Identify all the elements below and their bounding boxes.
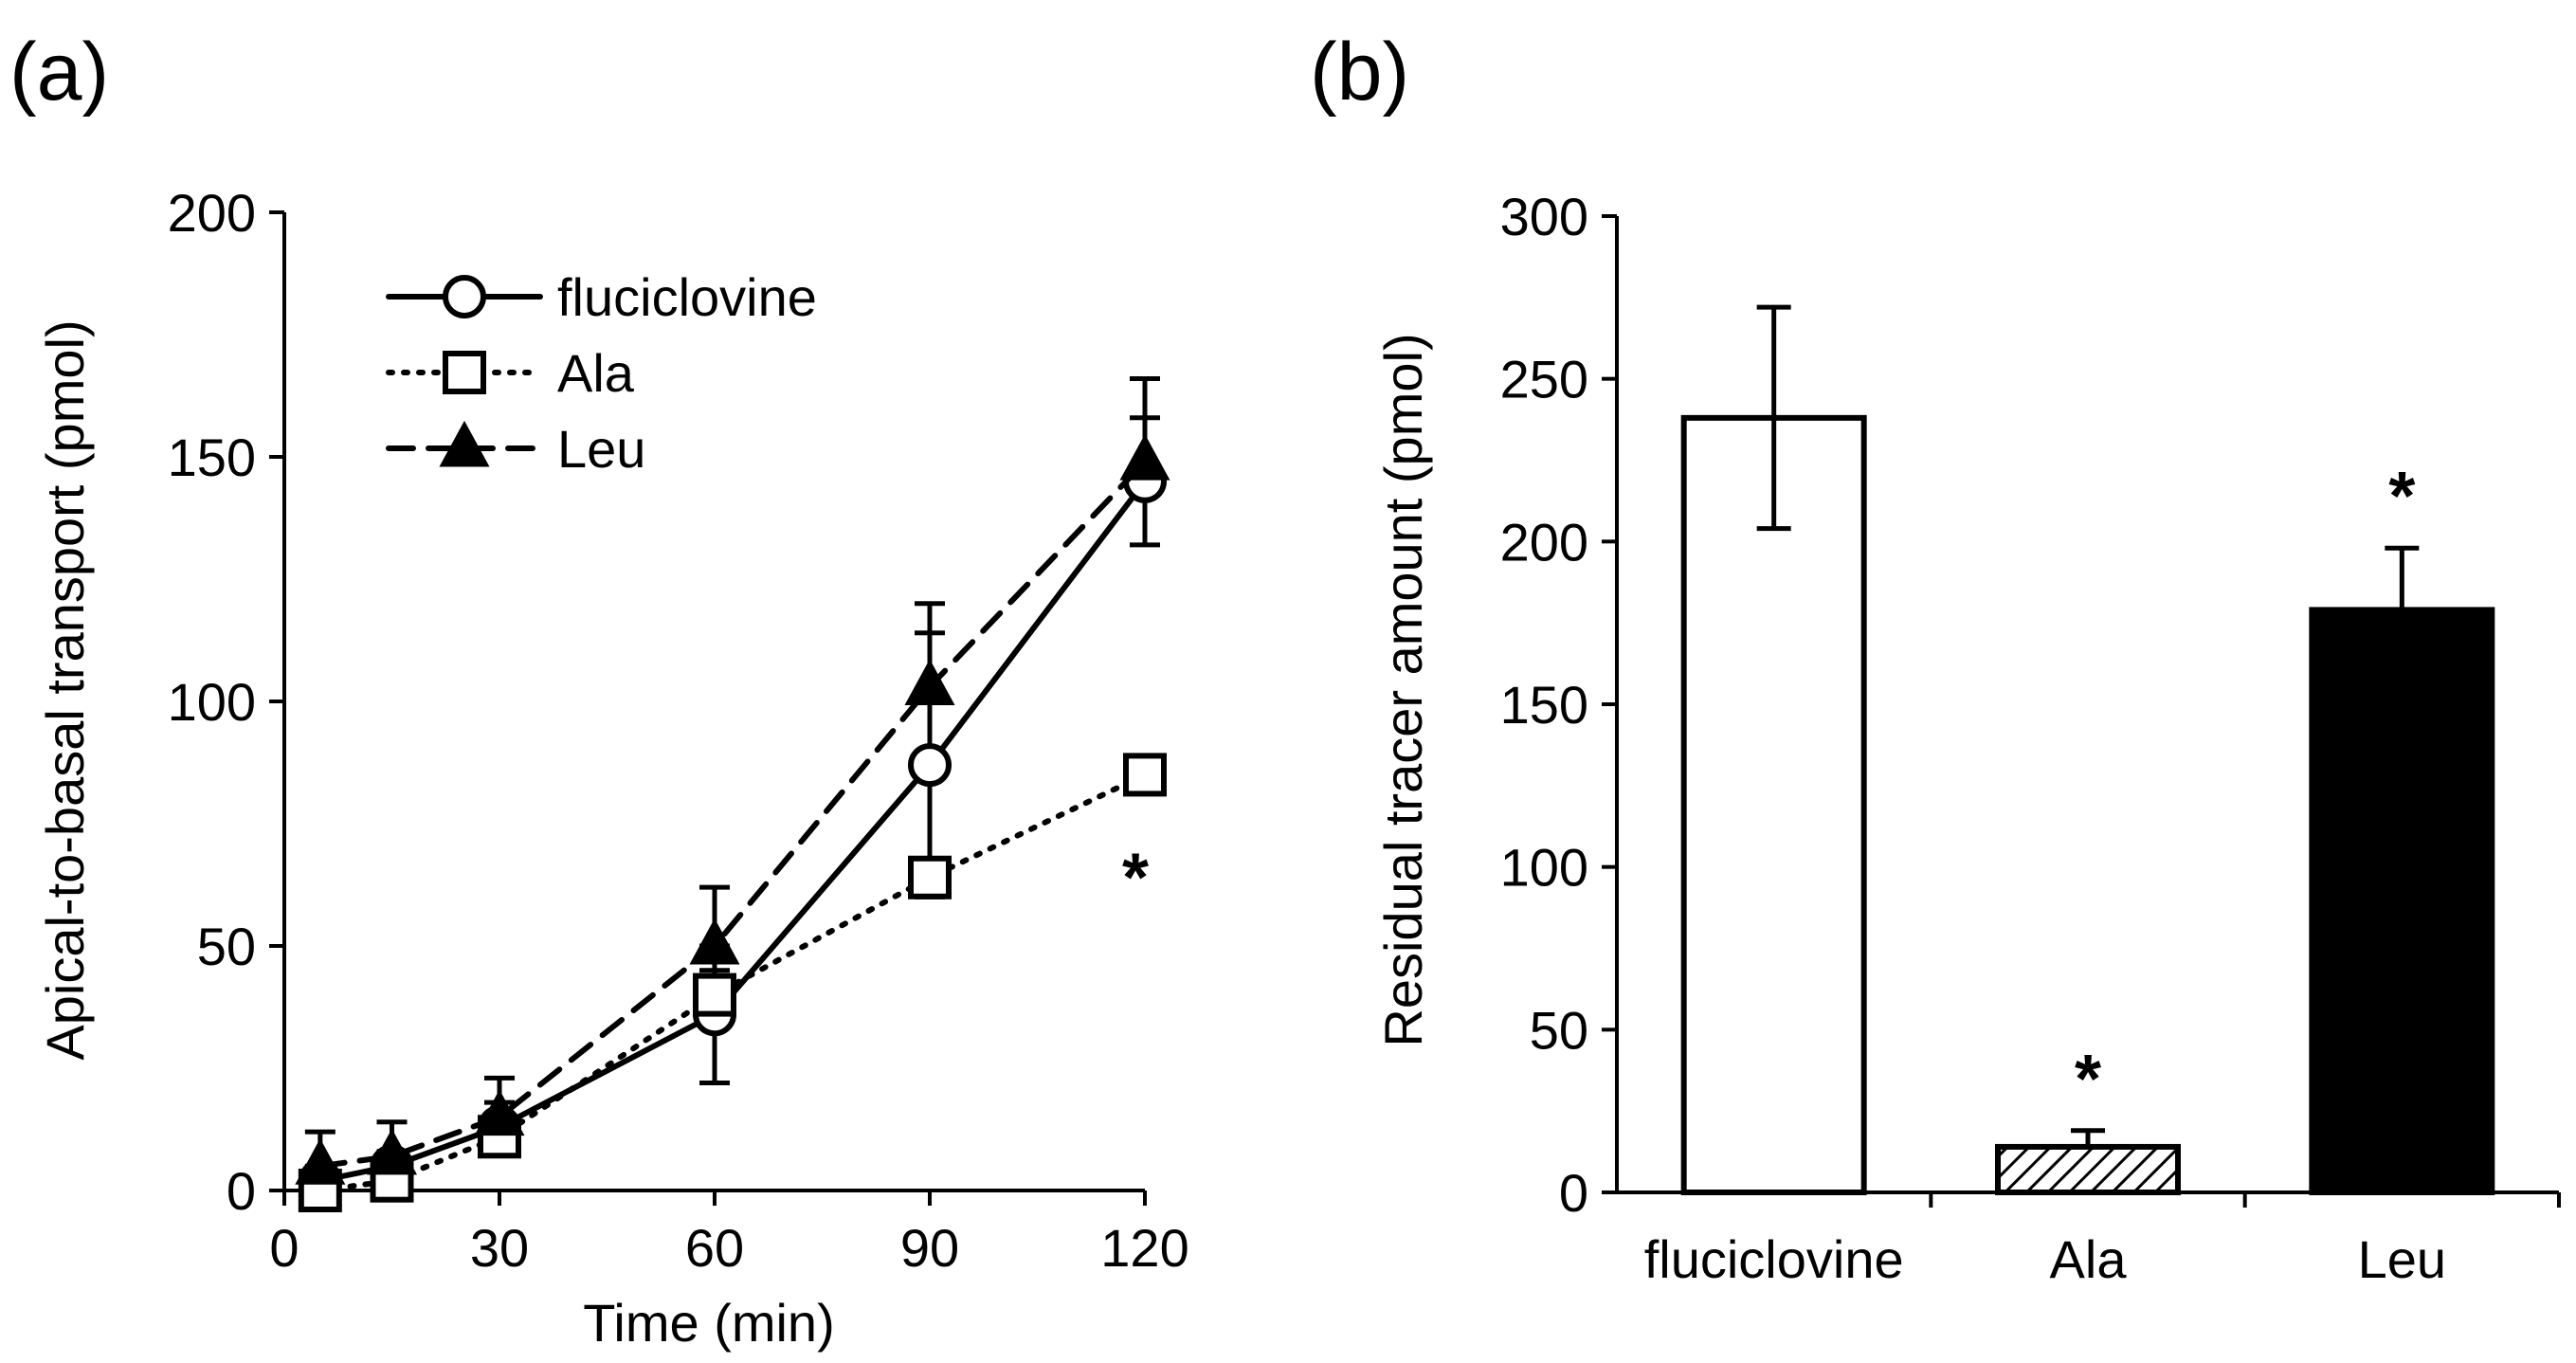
series-line xyxy=(317,459,1148,1170)
data-point xyxy=(295,1138,346,1185)
panel-b-y-tick-label: 150 xyxy=(1500,675,1588,735)
bar-group-leu: Leu * xyxy=(2309,459,2495,1289)
panel-a-axes: 0 50 100 150 200 0 30 60 90 120 xyxy=(168,183,1189,1278)
panel-a-y-axis-title: Apical-to-basal transport (pmol) xyxy=(35,319,95,1060)
significance-marker: * xyxy=(2075,1042,2101,1118)
panel-b-y-tick-label: 100 xyxy=(1500,838,1588,898)
legend-label: Ala xyxy=(557,343,635,403)
bar-group-fluciclovine: fluciclovine xyxy=(1644,304,1904,1289)
panel-b-y-tick-label: 0 xyxy=(1559,1163,1588,1223)
series-ala xyxy=(298,753,1167,1212)
data-point xyxy=(1123,753,1167,797)
data-point xyxy=(908,855,952,900)
panel-b-y-tick-label: 50 xyxy=(1530,1000,1588,1060)
bar-group-ala: Ala * xyxy=(1995,1042,2181,1289)
category-label: Leu xyxy=(2358,1229,2446,1289)
panel-b-bars: fluciclovine Ala * Leu * xyxy=(1644,304,2495,1289)
panel-a-y-tick-label: 0 xyxy=(227,1161,256,1221)
bar xyxy=(2309,607,2495,1195)
panel-b-axes: 0 50 100 150 200 250 300 xyxy=(1500,187,2561,1223)
panel-b-y-tick-label: 250 xyxy=(1500,350,1588,409)
panel-a-legend: fluciclovine Ala Leu xyxy=(386,267,817,479)
legend-item-leu: Leu xyxy=(386,419,645,479)
series-leu xyxy=(295,375,1170,1185)
legend-label: Leu xyxy=(557,419,645,479)
bar xyxy=(1680,414,1867,1196)
legend-label: fluciclovine xyxy=(557,267,817,327)
data-point xyxy=(366,1128,418,1175)
panel-a-x-tick-label: 30 xyxy=(470,1218,529,1278)
category-label: Ala xyxy=(2050,1229,2128,1289)
data-point xyxy=(904,659,955,706)
bar xyxy=(1995,1143,2181,1196)
panel-b-y-axis-title: Residual tracer amount (pmol) xyxy=(1373,333,1433,1046)
panel-a-y-tick-label: 200 xyxy=(168,183,256,243)
panel-a-x-axis-title: Time (min) xyxy=(583,1293,834,1353)
panel-label-b: (b) xyxy=(1310,27,1409,118)
legend-marker xyxy=(439,420,490,467)
panel-a-x-tick-label: 90 xyxy=(900,1218,959,1278)
legend-marker xyxy=(443,351,486,394)
panel-a-x-tick-label: 60 xyxy=(685,1218,744,1278)
legend-marker xyxy=(443,275,486,318)
data-point xyxy=(689,918,740,965)
panel-b-y-tick-label: 200 xyxy=(1500,512,1588,572)
panel-a-line-chart: (a) 0 50 100 150 200 0 30 60 90 120 * fluciclovin… xyxy=(9,27,1189,1353)
data-point xyxy=(693,972,736,1017)
data-point xyxy=(908,743,952,788)
panel-a-series: * xyxy=(295,375,1170,1212)
panel-a-x-tick-label: 0 xyxy=(269,1218,299,1278)
series-fluciclovine xyxy=(298,415,1167,1203)
panel-a-x-tick-label: 120 xyxy=(1100,1218,1188,1278)
significance-marker: * xyxy=(1122,841,1149,917)
panel-a-y-tick-label: 50 xyxy=(197,917,256,976)
panel-b-y-tick-label: 300 xyxy=(1500,187,1588,246)
data-point xyxy=(474,1089,525,1136)
panel-a-y-tick-label: 150 xyxy=(168,427,256,487)
panel-a-y-tick-label: 100 xyxy=(168,672,256,732)
series-line xyxy=(317,478,1148,1184)
legend-item-ala: Ala xyxy=(386,343,635,403)
significance-marker: * xyxy=(2388,459,2415,535)
category-label: fluciclovine xyxy=(1644,1229,1904,1289)
panel-label-a: (a) xyxy=(9,27,109,118)
data-point xyxy=(1119,434,1170,481)
legend-item-fluciclovine: fluciclovine xyxy=(386,267,817,327)
